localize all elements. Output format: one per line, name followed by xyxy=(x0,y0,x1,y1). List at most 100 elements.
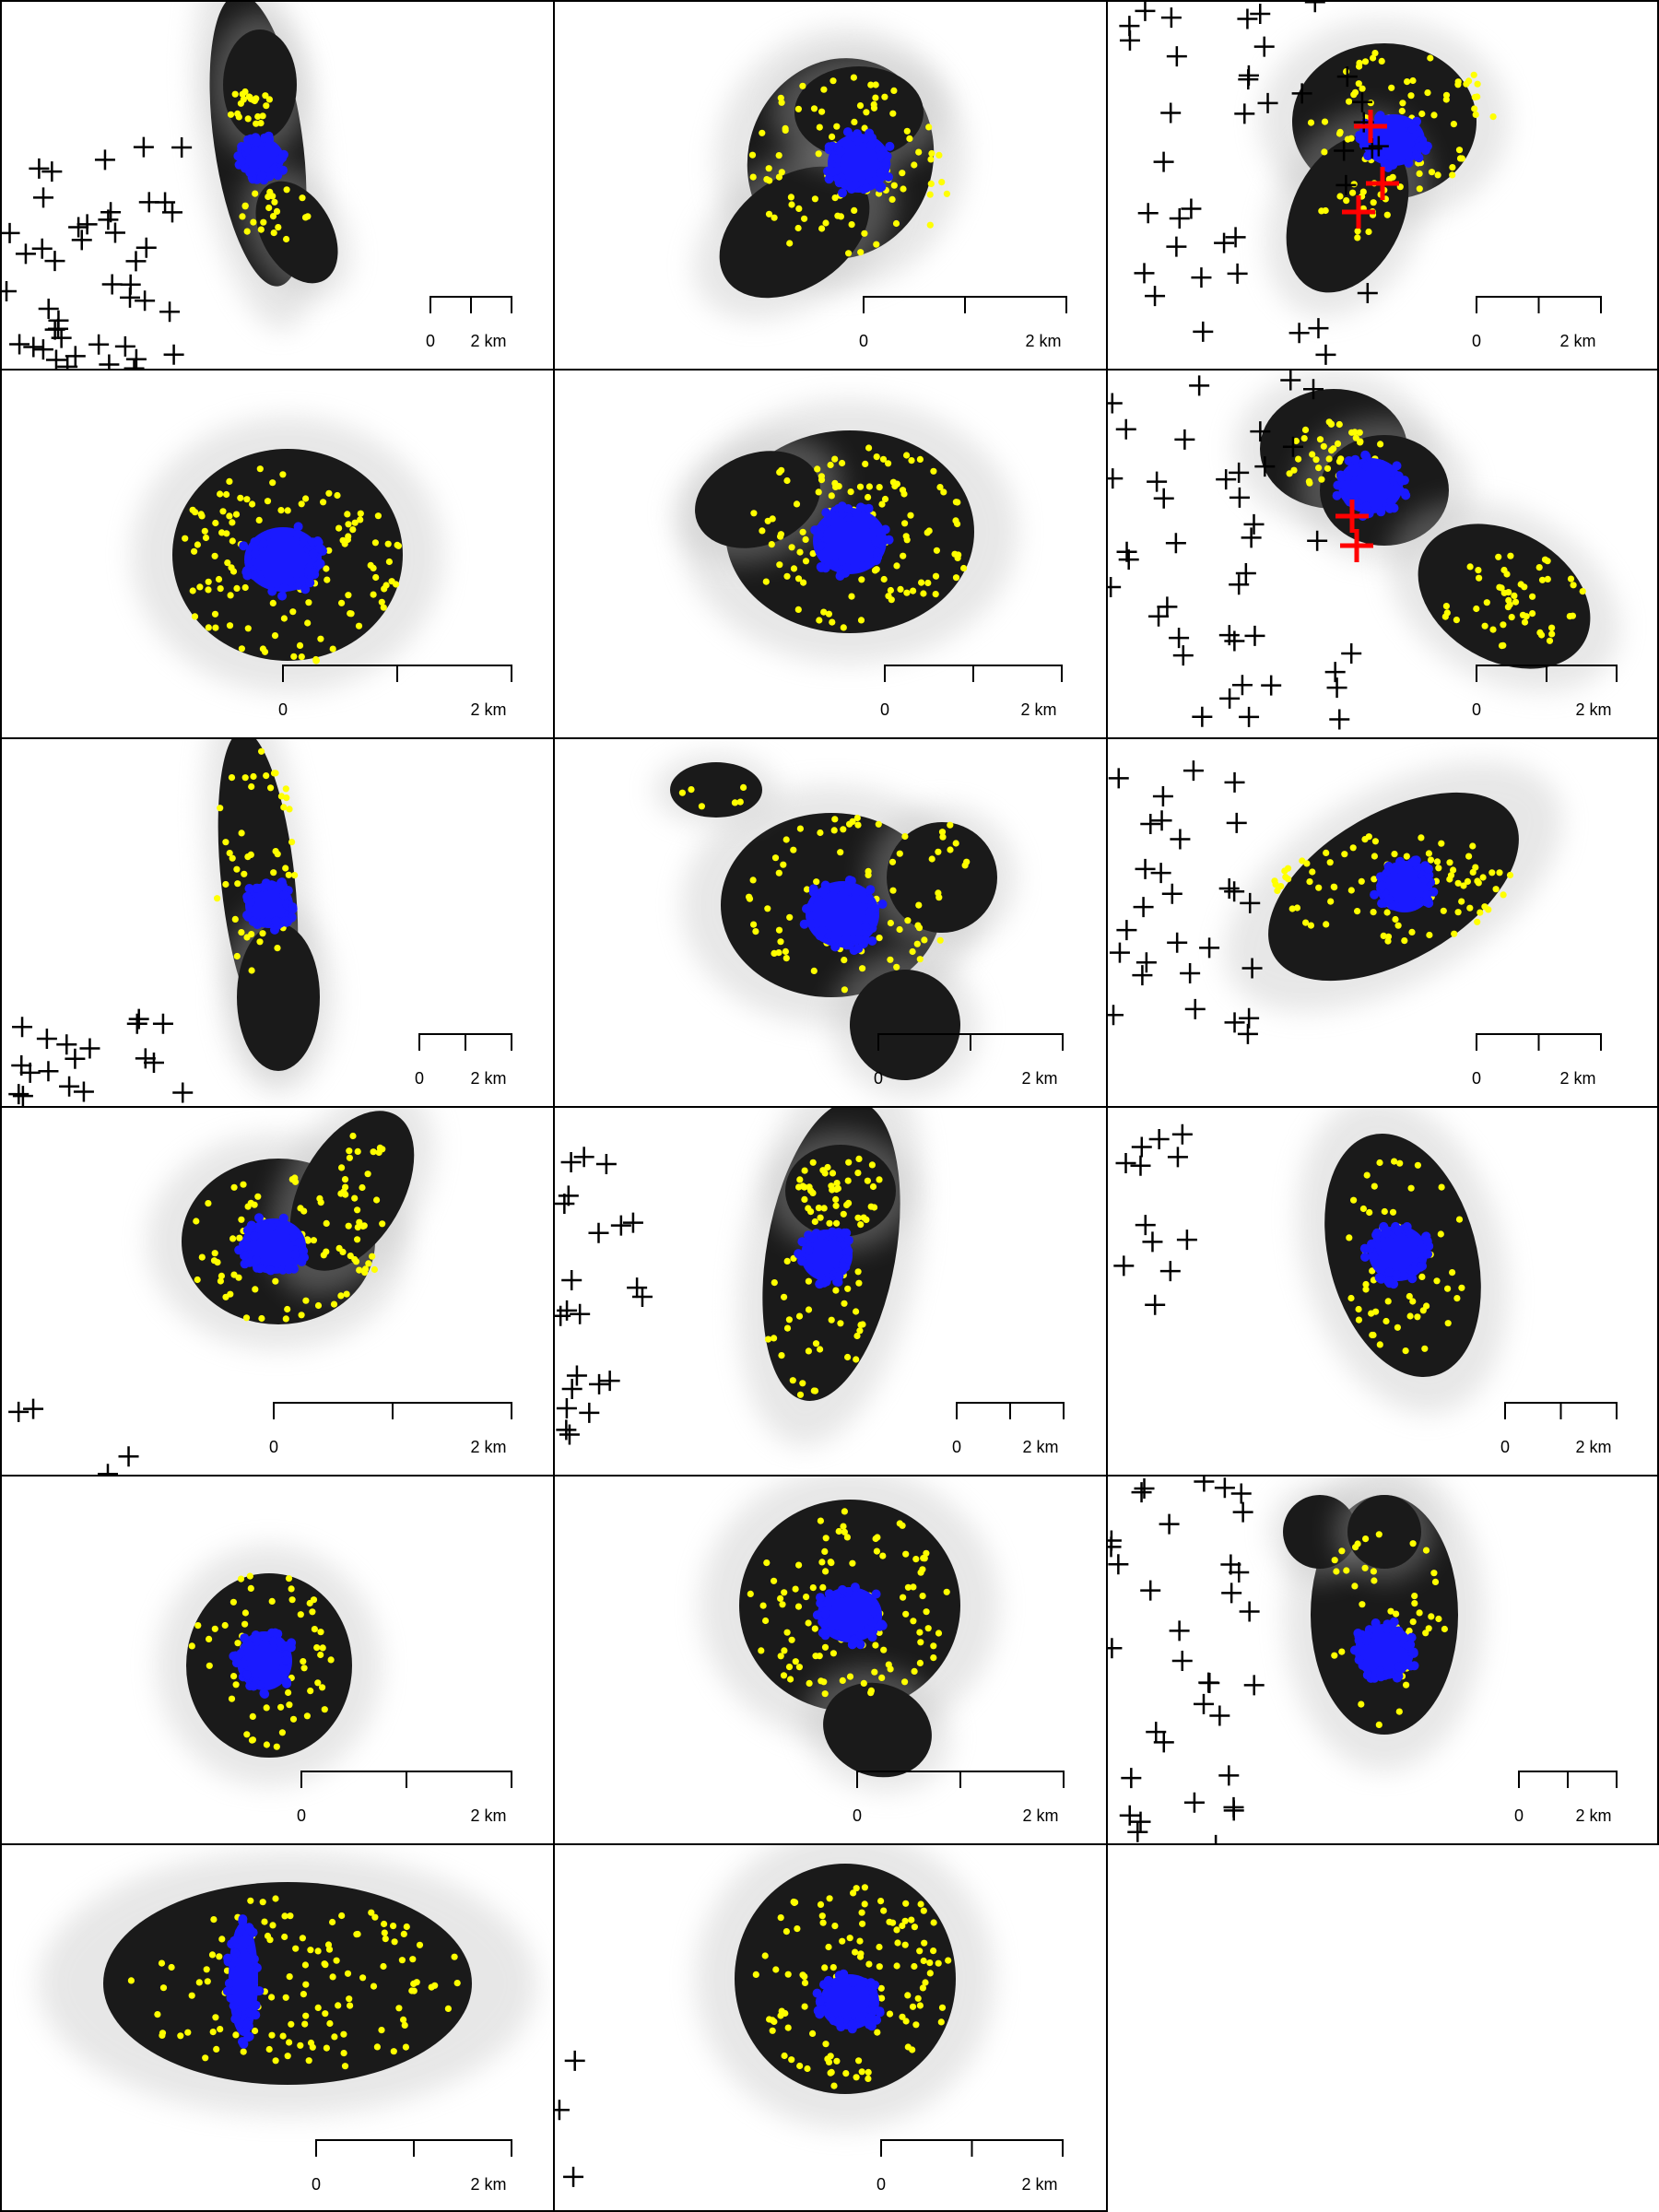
location-point xyxy=(839,1937,846,1945)
location-point xyxy=(771,214,778,221)
location-point xyxy=(938,179,946,186)
location-point xyxy=(765,165,772,172)
location-point xyxy=(1535,564,1543,571)
location-point xyxy=(1479,874,1487,881)
location-point xyxy=(850,74,857,81)
plus-marker xyxy=(555,2100,570,2121)
location-point xyxy=(335,2002,342,2009)
location-point xyxy=(1376,1159,1383,1167)
scale-label-end: 2 km xyxy=(470,700,506,719)
location-point xyxy=(1489,626,1497,633)
location-point xyxy=(205,578,212,585)
center-point xyxy=(260,133,270,143)
location-point xyxy=(872,1641,879,1649)
location-point xyxy=(250,218,257,226)
location-point xyxy=(780,1672,788,1679)
location-point xyxy=(847,488,854,496)
location-point xyxy=(1335,130,1344,137)
scale-label-end: 2 km xyxy=(1020,700,1056,719)
location-point xyxy=(857,1221,865,1229)
location-point xyxy=(287,1912,294,1920)
location-point xyxy=(314,2004,322,2011)
location-point xyxy=(917,1639,924,1646)
location-point xyxy=(380,604,387,611)
location-point xyxy=(1489,113,1497,121)
location-point xyxy=(394,541,401,548)
location-point xyxy=(1395,1708,1403,1715)
location-point xyxy=(862,460,869,467)
plus-marker xyxy=(1153,151,1174,172)
location-point xyxy=(229,854,236,862)
plus-marker xyxy=(1113,1255,1135,1277)
location-point xyxy=(329,1918,336,1926)
center-point xyxy=(249,571,259,581)
location-point xyxy=(243,934,251,941)
location-point xyxy=(205,586,212,594)
location-point xyxy=(816,124,823,131)
location-point xyxy=(1309,451,1316,458)
center-point xyxy=(245,1925,255,1936)
plus-marker xyxy=(579,1402,600,1423)
location-point xyxy=(305,599,312,606)
location-point xyxy=(799,528,806,535)
location-point xyxy=(1517,581,1524,588)
plus-marker xyxy=(1172,645,1194,666)
location-point xyxy=(858,2068,865,2076)
location-point xyxy=(874,2029,881,2036)
location-point xyxy=(270,869,277,877)
center-point xyxy=(846,876,856,886)
location-points xyxy=(127,1895,461,2070)
location-point xyxy=(902,533,910,540)
location-point xyxy=(833,123,841,130)
location-point xyxy=(356,1218,363,1226)
plus-marker xyxy=(1115,1153,1136,1174)
plus-marker xyxy=(1170,829,1191,850)
location-point xyxy=(815,1205,822,1212)
location-point xyxy=(1456,155,1465,162)
plus-marker xyxy=(1224,1012,1245,1033)
location-point xyxy=(817,829,824,837)
center-point xyxy=(823,1598,833,1608)
plus-marker xyxy=(1166,236,1187,257)
scale-label-start: 0 xyxy=(877,2175,886,2194)
location-point xyxy=(845,250,853,257)
location-point xyxy=(769,2027,776,2034)
plus-marker xyxy=(88,334,110,355)
center-point xyxy=(820,1608,830,1618)
plus-marker xyxy=(1336,66,1358,88)
location-point xyxy=(762,1617,770,1625)
location-point xyxy=(775,173,782,181)
location-point xyxy=(1503,571,1511,578)
location-point xyxy=(844,1285,852,1292)
location-point xyxy=(857,249,865,256)
track-density xyxy=(823,1682,932,1778)
location-point xyxy=(764,905,771,912)
location-point xyxy=(903,127,911,135)
plus-marker xyxy=(171,137,193,159)
location-point xyxy=(1422,1630,1430,1637)
location-point xyxy=(1450,866,1457,874)
location-point xyxy=(795,1183,803,1191)
center-point xyxy=(1392,1269,1402,1279)
plus-marker xyxy=(563,2166,584,2187)
location-point xyxy=(833,2057,841,2065)
location-point xyxy=(853,1332,861,1340)
center-point xyxy=(864,1597,874,1607)
location-point xyxy=(1323,849,1330,856)
location-point xyxy=(223,530,230,537)
plus-marker xyxy=(1221,1583,1242,1604)
location-point xyxy=(800,579,807,586)
location-point xyxy=(1321,118,1329,125)
location-point xyxy=(1282,874,1289,881)
plus-marker xyxy=(1224,630,1245,652)
location-point xyxy=(859,1920,866,1927)
location-point xyxy=(764,1335,772,1343)
center-point xyxy=(865,140,876,150)
location-point xyxy=(861,1884,868,1891)
center-cluster xyxy=(1370,855,1439,912)
location-point xyxy=(820,1205,828,1212)
center-point xyxy=(238,1916,248,1926)
